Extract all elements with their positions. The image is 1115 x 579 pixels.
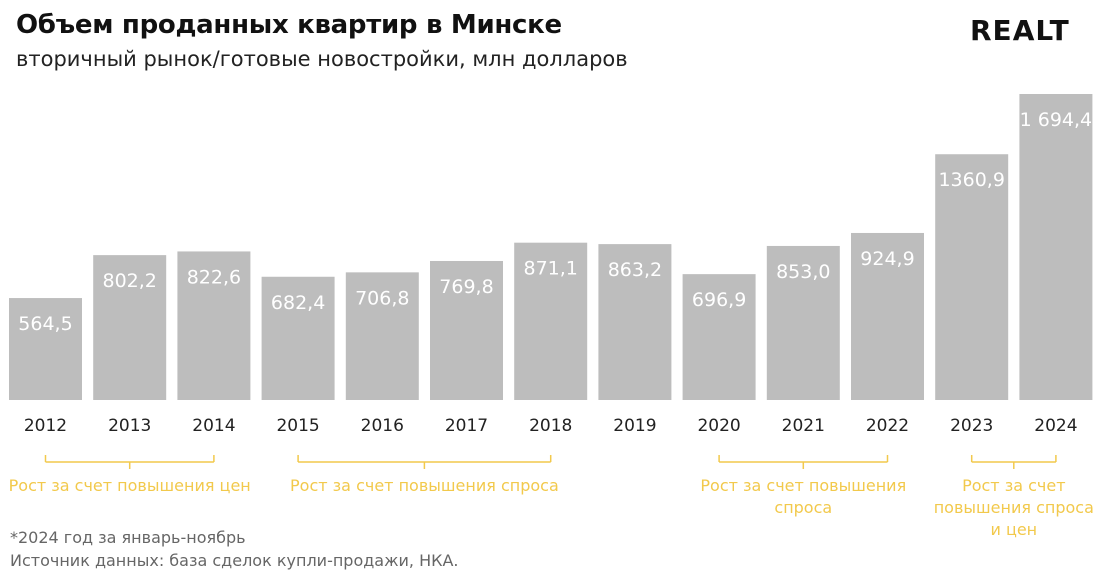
bar-2015 bbox=[261, 276, 335, 400]
tick-label-2018: 2018 bbox=[529, 416, 572, 436]
chart-subtitle: вторичный рынок/готовые новостройки, млн… bbox=[16, 47, 628, 71]
source-note: Источник данных: база сделок купли-прода… bbox=[10, 551, 459, 570]
value-label-2016: 706,8 bbox=[355, 287, 409, 309]
tick-label-2012: 2012 bbox=[24, 416, 67, 436]
value-label-2014: 822,6 bbox=[187, 266, 241, 288]
bar-2023 bbox=[935, 154, 1009, 400]
bar-2019 bbox=[598, 244, 672, 400]
bar-2016 bbox=[345, 272, 419, 400]
bar-2022 bbox=[851, 232, 924, 400]
bar-2012 bbox=[9, 298, 82, 400]
annotation-text-1-0: Рост за счет повышения спроса bbox=[290, 476, 559, 495]
value-label-2013: 802,2 bbox=[102, 270, 156, 292]
value-label-2020: 696,9 bbox=[692, 289, 746, 311]
value-label-2017: 769,8 bbox=[439, 276, 493, 298]
bar-2018 bbox=[514, 242, 588, 400]
bar-2014 bbox=[177, 251, 251, 400]
tick-label-2022: 2022 bbox=[866, 416, 909, 436]
tick-label-2014: 2014 bbox=[192, 416, 235, 436]
tick-label-2020: 2020 bbox=[697, 416, 740, 436]
tick-label-2024: 2024 bbox=[1034, 416, 1077, 436]
tick-label-2016: 2016 bbox=[361, 416, 404, 436]
value-label-2021: 853,0 bbox=[776, 261, 830, 283]
tick-label-2013: 2013 bbox=[108, 416, 151, 436]
bar-2013 bbox=[93, 255, 167, 400]
annotation-text-3-0: Рост за счет bbox=[962, 476, 1065, 495]
chart-title: Объем проданных квартир в Минске bbox=[16, 10, 562, 40]
value-label-2018: 871,1 bbox=[523, 258, 577, 280]
value-label-2019: 863,2 bbox=[608, 259, 662, 281]
value-label-2022: 924,9 bbox=[860, 248, 914, 270]
value-label-2012: 564,5 bbox=[18, 313, 72, 335]
value-label-2024: 1 694,4 bbox=[1020, 109, 1093, 131]
annotation-text-0-0: Рост за счет повышения цен bbox=[9, 476, 251, 495]
tick-label-2019: 2019 bbox=[613, 416, 656, 436]
annotation-text-2-0: Рост за счет повышения bbox=[700, 476, 906, 495]
annotation-text-2-1: спроса bbox=[774, 498, 832, 517]
bar-2024 bbox=[1019, 94, 1093, 400]
realt-logo[interactable]: REALT bbox=[970, 14, 1070, 47]
tick-label-2017: 2017 bbox=[445, 416, 488, 436]
tick-label-2023: 2023 bbox=[950, 416, 993, 436]
tick-label-2015: 2015 bbox=[276, 416, 319, 436]
bar-2017 bbox=[430, 260, 503, 400]
value-label-2023: 1360,9 bbox=[938, 169, 1004, 191]
value-label-2015: 682,4 bbox=[271, 292, 325, 314]
annotation-text-3-1: повышения спроса bbox=[934, 498, 1094, 517]
bar-2020 bbox=[682, 274, 756, 400]
tick-label-2021: 2021 bbox=[782, 416, 825, 436]
bar-2021 bbox=[766, 245, 840, 400]
footnote: *2024 год за январь-ноябрь bbox=[10, 528, 246, 547]
annotation-text-3-2: и цен bbox=[990, 520, 1037, 539]
